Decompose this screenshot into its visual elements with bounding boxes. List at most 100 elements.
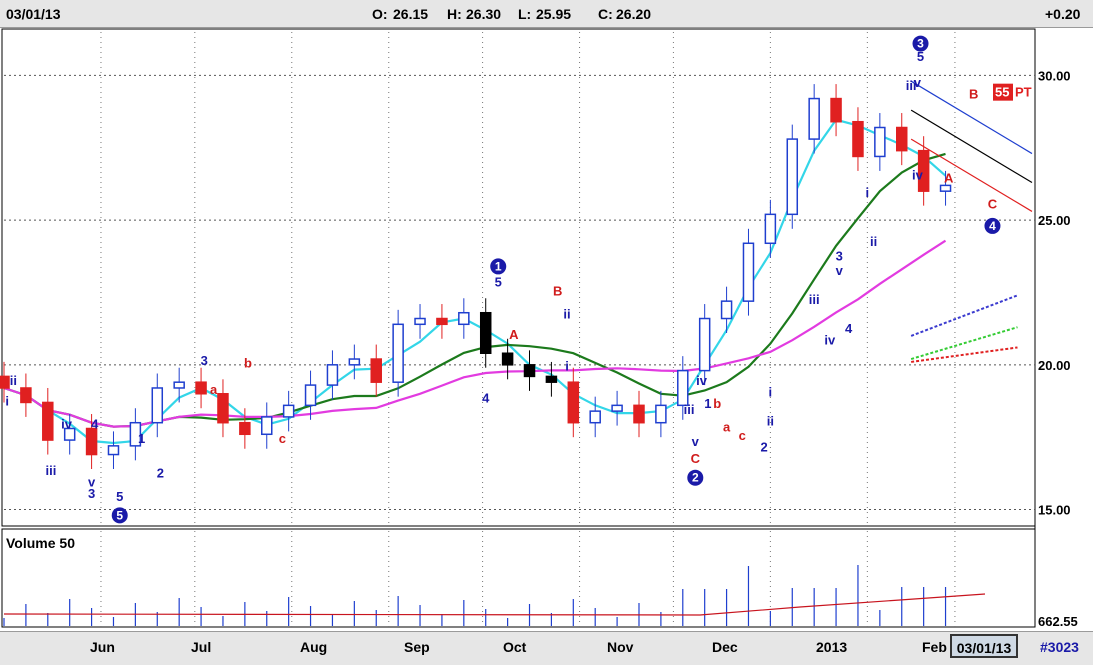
candle-body [173,381,185,389]
wave-label: v [692,434,700,449]
candle-body [42,401,54,441]
wave-circle-label: 4 [989,219,996,233]
wave-label: c [739,428,746,443]
wave-label: v [88,474,96,489]
candle-body [698,317,711,372]
wave-label: 3 [201,353,208,368]
candle-body [523,364,536,378]
low-value: 25.95 [536,6,572,22]
y-tick-label: 15.00 [1038,503,1071,518]
wave-circle [111,507,128,524]
wave-label: ii [870,234,877,249]
wave-label: 5 [116,489,123,504]
wave-label: iii [45,463,56,478]
wave-label: ii [563,307,570,322]
candle-body [151,387,164,424]
wave-label: i [866,185,870,200]
wave-label: i [769,385,773,400]
candles [0,84,952,470]
candle-body [63,427,76,441]
wave-label: 4 [91,416,99,431]
candle-body [479,311,492,354]
wave-label: C [988,197,998,212]
candle-body [501,352,514,366]
month-label: Jul [191,639,212,655]
wave-label: iv [696,373,708,388]
wave-label: i [5,393,9,408]
candle-body [370,358,382,383]
projection-line [910,346,1018,363]
wave-label: iii [906,78,917,93]
wave-circle-label: 5 [116,508,123,522]
volume-last-value: 662.55 [1038,614,1078,629]
wave-label: 2 [157,466,164,481]
candle-body [436,317,448,326]
quote-header: 03/01/13 O: 26.15 H: 26.30 L: 25.95 C: 2… [0,0,1093,28]
grid [4,32,1035,627]
volume-average-line [3,593,986,616]
price-badge-suffix: PT [1015,85,1032,100]
price-badge [993,83,1013,101]
wave-label: b [244,356,252,371]
wave-label: a [210,382,218,397]
month-label: Dec [712,639,738,655]
candle-body [742,242,755,302]
ticker-count: #3023 [1040,639,1079,655]
month-label: Jun [90,639,115,655]
low-label: L: [518,6,532,22]
price-panel [1,28,1036,527]
wave-label: ii [767,414,774,429]
wave-label: 4 [845,321,853,336]
month-label: Aug [300,639,328,655]
wave-label: c [279,431,286,446]
month-label: Feb [922,639,947,655]
candle-body [414,317,426,326]
candle-body [852,120,864,158]
candle-body [458,311,470,326]
wave-label: 5 [917,49,924,64]
y-tick-label: 30.00 [1038,68,1071,83]
candle-body [348,358,361,366]
current-date-box[interactable]: 03/01/13 [950,634,1018,658]
wave-label: iii [809,292,820,307]
candle-body [874,126,886,158]
candle-body [85,427,98,456]
wave-label: ii [10,373,17,388]
y-axis: 30.00 25.00 20.00 15.00 [1038,68,1071,517]
header-date: 03/01/13 [6,6,61,22]
candle-body [786,138,799,216]
candle-body [261,416,273,436]
wave-label: iv [912,168,924,183]
candle-body [939,184,952,192]
channel-line-upper [910,80,1033,155]
wave-label: i [565,359,569,374]
candle-body [896,126,908,152]
close-value: 26.20 [616,6,652,22]
candle-body [808,97,820,140]
candle-body [589,410,601,424]
candle-body [0,375,10,389]
high-value: 26.30 [466,6,502,22]
candle-body [567,381,580,424]
wave-label: 1 [704,396,711,411]
month-label: Sep [404,639,430,655]
close-label: C: [598,6,613,22]
wave-label: v [836,263,844,278]
volume-bars: 662.55 [3,565,1078,629]
candle-body [282,404,295,418]
wave-label: a [723,419,731,434]
wave-circle-label: 3 [917,37,924,51]
wave-circle-label: 1 [495,259,502,273]
month-label: Nov [607,639,634,655]
wave-label: A [944,170,954,185]
candle-body [107,445,120,456]
y-tick-label: 20.00 [1038,358,1071,373]
open-label: O: [372,6,388,22]
candle-body [830,97,842,123]
open-value: 26.15 [393,6,429,22]
wave-label: v [914,75,922,90]
wave-label: b [713,396,721,411]
wave-label: C [691,451,701,466]
wave-label: 3 [836,249,843,264]
